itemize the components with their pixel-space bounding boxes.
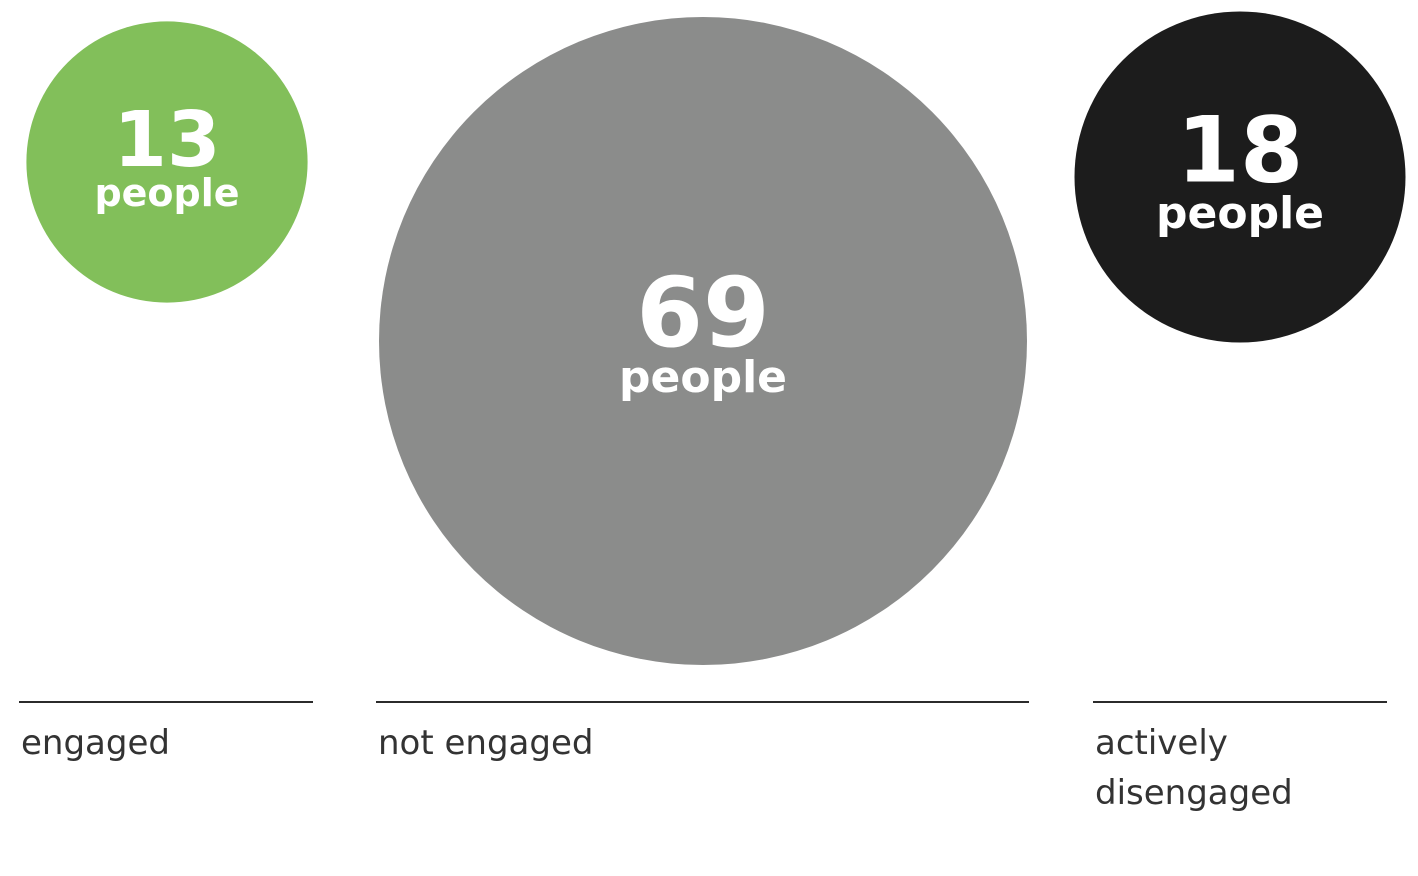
bubble-value-engaged: 13 bbox=[113, 96, 220, 185]
bubble-unit-actively-disengaged: people bbox=[1156, 188, 1324, 239]
category-label-actively-disengaged-line-1: actively bbox=[1095, 723, 1228, 763]
bubble-not-engaged bbox=[379, 17, 1027, 665]
bubble-engaged bbox=[26, 21, 308, 303]
bubble-unit-engaged: people bbox=[94, 171, 239, 215]
bubble-value-actively-disengaged: 18 bbox=[1177, 99, 1304, 204]
bubble-actively-disengaged bbox=[1074, 11, 1406, 343]
category-label-not-engaged: not engaged bbox=[378, 723, 593, 763]
category-label-engaged: engaged bbox=[21, 723, 170, 763]
bubble-unit-not-engaged: people bbox=[619, 352, 787, 403]
category-labels-group: engaged not engaged actively disengaged bbox=[21, 723, 1293, 813]
bubble-value-not-engaged: 69 bbox=[636, 257, 770, 369]
category-label-actively-disengaged-line-2: disengaged bbox=[1095, 773, 1293, 813]
